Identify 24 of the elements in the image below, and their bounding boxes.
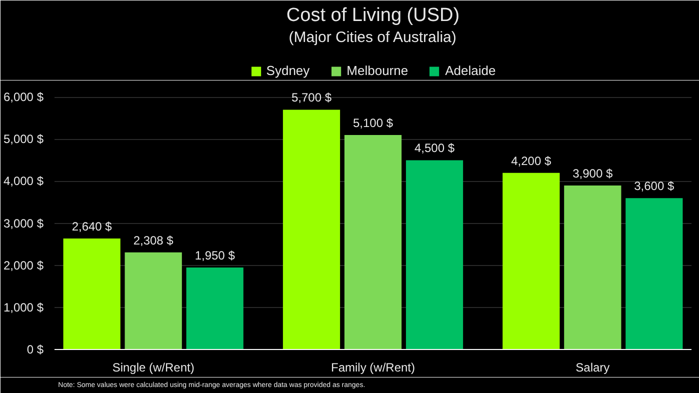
data-label: 2,308 $ xyxy=(133,233,174,248)
x-tick-label: Salary xyxy=(576,360,610,374)
x-tick-label: Single (w/Rent) xyxy=(112,360,194,374)
data-label: 3,600 $ xyxy=(634,179,675,194)
y-tick-label: 6,000 $ xyxy=(3,90,44,104)
data-label: 1,950 $ xyxy=(194,248,236,262)
data-label: 4,200 $ xyxy=(511,154,552,168)
y-tick-label: 3,000 $ xyxy=(3,216,44,230)
legend-label: Sydney xyxy=(266,63,310,78)
y-tick-label: 4,000 $ xyxy=(3,174,44,188)
legend-label: Adelaide xyxy=(445,63,496,78)
data-label: 3,900 $ xyxy=(572,166,613,180)
chart-title: Cost of Living (USD) xyxy=(286,5,460,26)
chart-subtitle: (Major Cities of Australia) xyxy=(288,29,456,46)
y-tick-label: 5,000 $ xyxy=(3,132,44,146)
data-label: 2,640 $ xyxy=(72,219,112,234)
y-tick-label: 2,000 $ xyxy=(3,258,44,272)
data-label: 5,700 $ xyxy=(291,90,332,105)
y-tick-label: 0 $ xyxy=(26,342,44,356)
y-tick-label: 1,000 $ xyxy=(3,300,44,314)
data-label: 4,500 $ xyxy=(414,141,455,156)
x-tick-label: Family (w/Rent) xyxy=(330,360,416,374)
data-label: 5,100 $ xyxy=(352,116,394,130)
legend-label: Melbourne xyxy=(346,63,408,78)
